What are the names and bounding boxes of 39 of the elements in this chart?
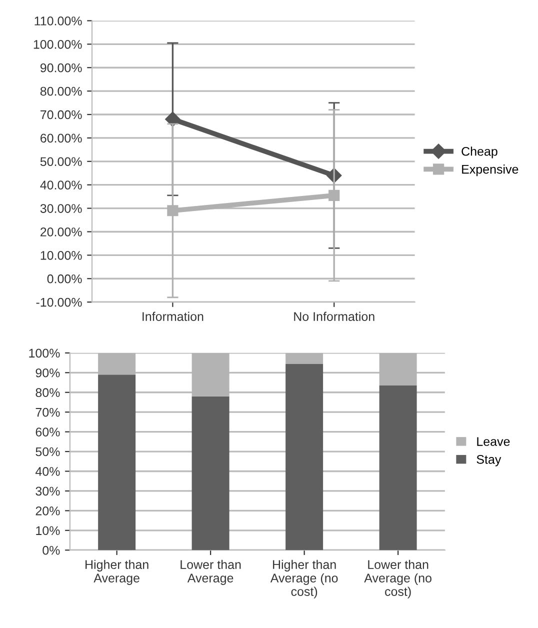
legend-label: Leave	[477, 437, 510, 446]
bar	[286, 364, 324, 550]
y-tick-label: 40.00%	[40, 180, 82, 190]
x-tick-label: Information	[142, 312, 204, 321]
y-tick-label: 0%	[42, 546, 60, 555]
x-tick-label: No Information	[294, 312, 374, 321]
y-tick-label: 30%	[36, 486, 60, 496]
y-tick-label: 70.00%	[40, 110, 82, 120]
bar	[192, 396, 230, 550]
y-tick-label: -10.00%	[36, 298, 82, 307]
y-tick-label: 10%	[36, 526, 60, 536]
y-tick-label: 110.00%	[34, 16, 82, 26]
legend-label: Cheap	[462, 146, 498, 158]
y-tick-label: 10.00%	[40, 250, 82, 260]
y-tick-label: 100.00%	[34, 40, 82, 49]
legend-label: Stay	[476, 454, 502, 466]
legend-label: Expensive	[462, 164, 518, 176]
x-tick-label: Higher than Average	[86, 560, 148, 585]
x-tick-label: Higher than Average (no cost)	[270, 560, 338, 598]
y-tick-label: 70%	[36, 408, 60, 417]
bar	[98, 374, 136, 550]
y-tick-label: 20%	[36, 506, 60, 516]
y-tick-label: 90%	[36, 368, 60, 378]
y-tick-label: 100%	[29, 348, 60, 358]
y-tick-label: 60%	[36, 428, 60, 436]
y-tick-label: 0.00%	[47, 274, 82, 284]
y-tick-label: 30.00%	[40, 204, 82, 213]
x-tick-label: Lower than Average	[180, 560, 241, 585]
y-tick-label: 80%	[36, 388, 60, 398]
y-tick-label: 60.00%	[40, 134, 82, 143]
x-tick-label: Lower than Average (no cost)	[364, 560, 432, 598]
y-tick-label: 50.00%	[40, 157, 82, 166]
point	[167, 205, 178, 216]
y-tick-label: 20.00%	[40, 228, 82, 236]
y-tick-label: 90.00%	[40, 63, 82, 72]
bar	[379, 385, 417, 550]
y-tick-label: 50%	[36, 447, 60, 456]
y-tick-label: 40%	[35, 467, 60, 476]
y-tick-label: 80.00%	[40, 86, 82, 96]
